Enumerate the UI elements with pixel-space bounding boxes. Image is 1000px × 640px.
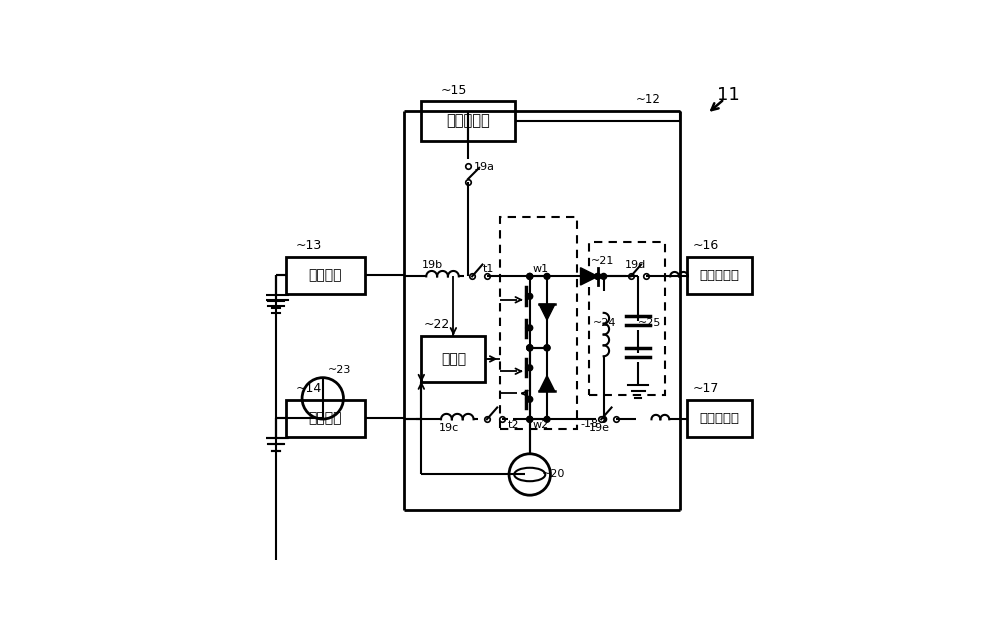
Circle shape [595, 273, 601, 279]
Circle shape [527, 345, 533, 351]
Text: 第二电池: 第二电池 [308, 411, 342, 425]
Text: ~15: ~15 [441, 83, 467, 97]
Circle shape [527, 345, 533, 351]
Text: w2: w2 [532, 420, 548, 430]
Bar [687, 399, 752, 436]
Circle shape [544, 345, 550, 351]
Polygon shape [539, 304, 555, 320]
Bar [286, 399, 365, 436]
Bar [589, 242, 665, 395]
Polygon shape [539, 376, 555, 392]
Text: ~12: ~12 [636, 93, 661, 106]
Text: ~23: ~23 [328, 365, 351, 375]
Circle shape [527, 396, 533, 403]
Text: 11: 11 [717, 86, 740, 104]
Circle shape [527, 325, 533, 331]
Bar [286, 257, 365, 294]
Circle shape [544, 273, 550, 279]
Circle shape [544, 417, 550, 422]
Text: 第一负载组: 第一负载组 [699, 269, 739, 282]
Circle shape [527, 345, 533, 351]
Circle shape [527, 365, 533, 371]
Polygon shape [581, 268, 598, 285]
Text: ~13: ~13 [296, 239, 322, 252]
Bar [687, 257, 752, 294]
Bar [421, 101, 515, 141]
Circle shape [595, 273, 601, 279]
Circle shape [601, 417, 607, 422]
Circle shape [527, 273, 533, 279]
Circle shape [544, 345, 550, 351]
Circle shape [601, 273, 607, 279]
Text: 交流发电机: 交流发电机 [446, 114, 490, 129]
Text: ~22: ~22 [424, 317, 450, 331]
Circle shape [527, 417, 533, 422]
Circle shape [527, 273, 533, 279]
Text: 第二负载组: 第二负载组 [699, 412, 739, 424]
Text: 控制器: 控制器 [441, 352, 466, 366]
Text: w1: w1 [532, 264, 548, 274]
Text: 19c: 19c [439, 423, 459, 433]
Text: ~24: ~24 [593, 318, 616, 328]
Text: 19d: 19d [625, 260, 646, 271]
Text: t1: t1 [483, 264, 494, 274]
Text: -18: -18 [581, 419, 599, 429]
Text: 19b: 19b [421, 260, 442, 271]
Text: 第一电池: 第一电池 [308, 268, 342, 282]
Text: t2: t2 [508, 420, 519, 430]
Text: 19a: 19a [474, 162, 495, 172]
Text: ~14: ~14 [296, 381, 322, 395]
Text: ~25: ~25 [638, 318, 662, 328]
Bar [500, 217, 577, 429]
Circle shape [527, 293, 533, 300]
Text: ~16: ~16 [692, 239, 719, 252]
Text: 19e: 19e [589, 423, 610, 433]
Bar [421, 335, 485, 382]
Circle shape [527, 417, 533, 422]
Text: ~17: ~17 [692, 381, 719, 395]
Text: ~21: ~21 [591, 255, 615, 266]
Text: ~20: ~20 [542, 469, 565, 479]
